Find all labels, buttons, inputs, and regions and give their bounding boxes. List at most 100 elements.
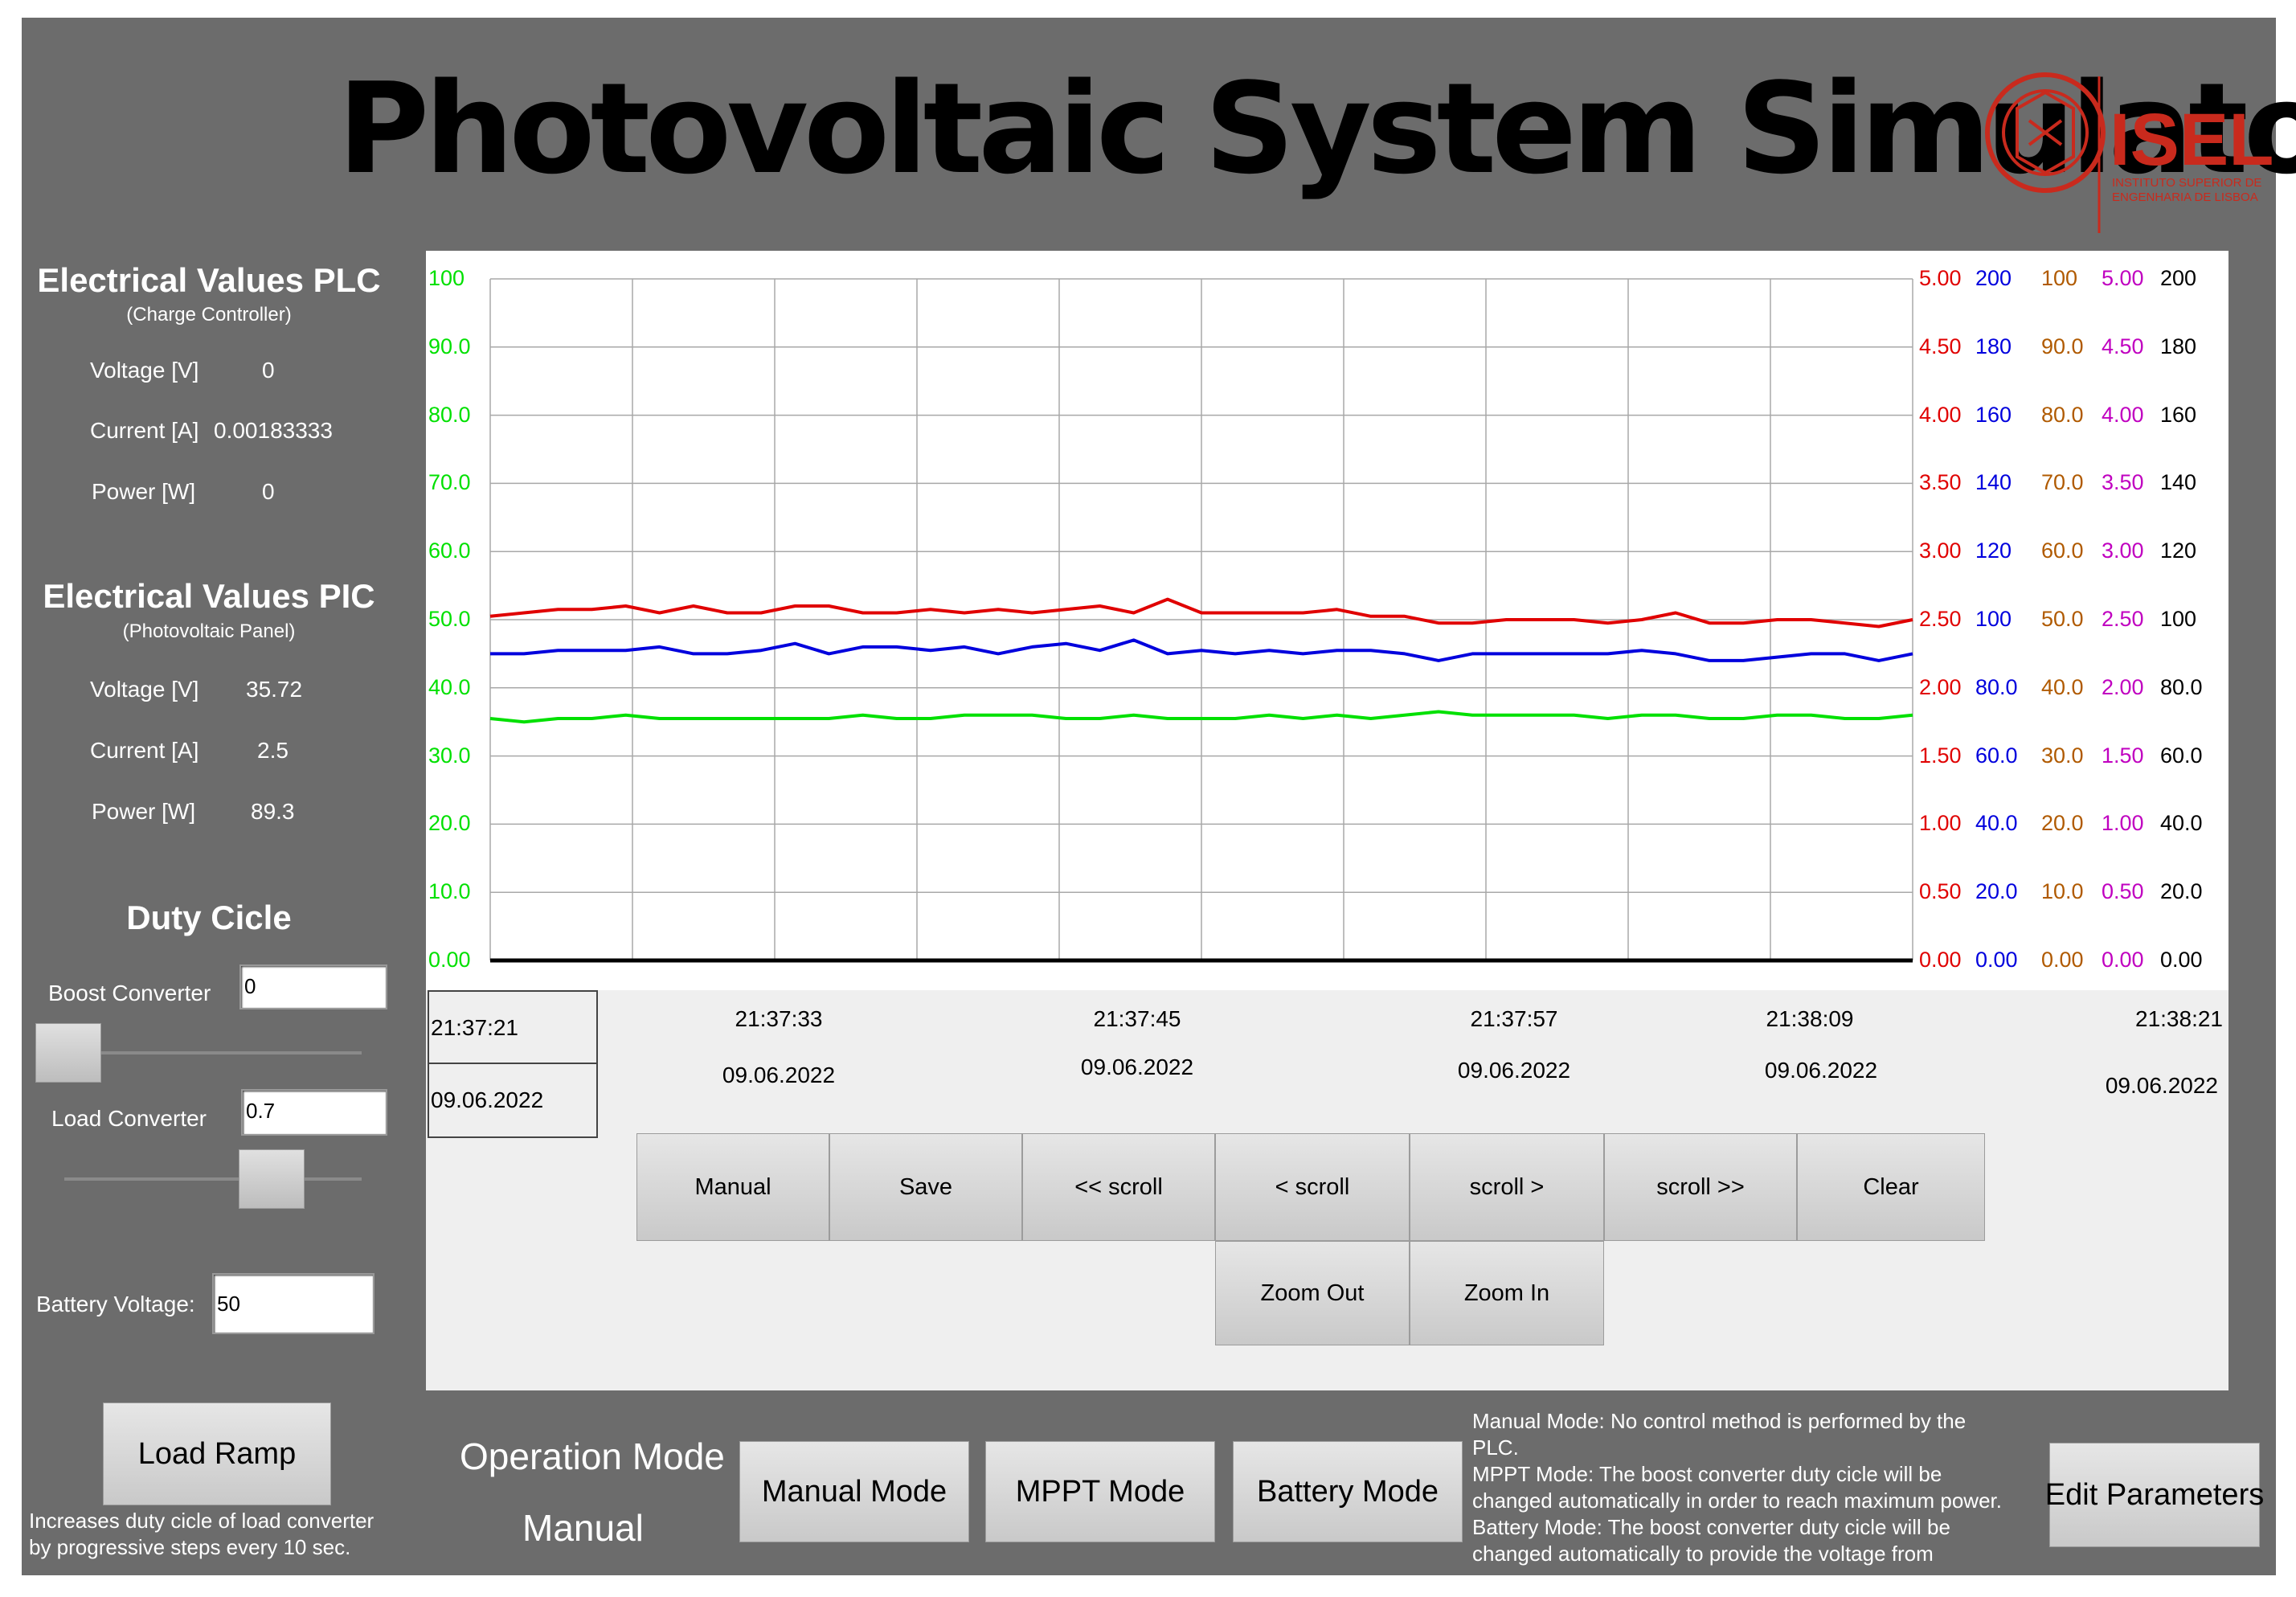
pic-voltage-label: Voltage [V] xyxy=(90,677,199,702)
chart-svg xyxy=(489,278,1913,963)
right-axis-tick-label: 160 xyxy=(1975,402,2012,427)
info-line: changed automatically to provide the vol… xyxy=(1472,1542,1934,1566)
right-axis-tick-label: 0.00 xyxy=(2102,948,2144,972)
time-start-box: 21:37:21 09.06.2022 xyxy=(428,990,598,1138)
boost-slider-thumb[interactable] xyxy=(35,1023,101,1083)
right-axis-tick-label: 20.0 xyxy=(2160,879,2203,904)
right-axis-tick-label: 0.00 xyxy=(1919,948,1962,972)
time-label-5: 21:38:21 xyxy=(2135,1006,2223,1031)
date-label-2: 09.06.2022 xyxy=(1080,1054,1194,1079)
right-axis-tick-label: 3.00 xyxy=(1919,538,1962,563)
boost-input[interactable]: 0 xyxy=(239,964,387,1009)
battery-mode-button[interactable]: Battery Mode xyxy=(1233,1441,1463,1542)
right-axis-tick-label: 160 xyxy=(2160,402,2197,427)
right-axis-tick-label: 80.0 xyxy=(2160,674,2203,699)
date-label-4: 09.06.2022 xyxy=(1764,1058,1878,1083)
left-axis: 100 90.0 80.0 70.0 60.0 50.0 40.0 30.0 20.0 10.0 0… xyxy=(428,251,501,990)
right-axis-tick-label: 40.0 xyxy=(2041,674,2084,699)
right-axis-tick-label: 60.0 xyxy=(2041,538,2084,563)
right-axis-tick-label: 4.00 xyxy=(1919,402,1962,427)
load-input[interactable]: 0.7 xyxy=(241,1089,387,1136)
right-axis-tick-label: 20.0 xyxy=(1975,879,2018,904)
info-line: MPPT Mode: The boost converter duty cicl… xyxy=(1472,1462,1942,1486)
right-axis-tick-label: 120 xyxy=(1975,538,2012,563)
plc-subtitle: (Charge Controller) xyxy=(126,304,292,326)
time-label-4: 21:38:09 xyxy=(1766,1006,1854,1031)
chart-manual-button[interactable]: Manual xyxy=(636,1133,829,1241)
right-axis-tick-label: 4.00 xyxy=(2102,402,2144,427)
scroll-far-right-button[interactable]: scroll >> xyxy=(1604,1133,1797,1241)
right-axis-tick-label: 50.0 xyxy=(2041,607,2084,631)
pic-power-value: 89.3 xyxy=(251,799,295,824)
right-axis-tick-label: 4.50 xyxy=(1919,334,1962,358)
right-axis-tick-label: 180 xyxy=(1975,334,2012,358)
chart-save-button[interactable]: Save xyxy=(829,1133,1022,1241)
scroll-left-button[interactable]: < scroll xyxy=(1215,1133,1410,1241)
left-axis-tick-label: 80.0 xyxy=(428,402,471,427)
right-axis-tick-label: 20.0 xyxy=(2041,811,2084,836)
pic-current-value: 2.5 xyxy=(257,738,289,763)
load-ramp-button[interactable]: Load Ramp xyxy=(103,1402,331,1505)
manual-mode-button[interactable]: Manual Mode xyxy=(739,1441,969,1542)
series-line-1 xyxy=(490,638,1913,662)
isel-logo-icon: ISEL INSTITUTO SUPERIOR DE ENGENHARIA DE… xyxy=(1985,72,2273,233)
info-line: Battery Mode: The boost converter duty c… xyxy=(1472,1515,1950,1539)
pic-power-label: Power [W] xyxy=(92,799,196,824)
right-axis-tick-label: 60.0 xyxy=(1975,743,2018,768)
right-axis-tick-label: 100 xyxy=(1975,607,2012,631)
load-slider-track[interactable] xyxy=(64,1177,362,1181)
right-axis-tick-label: 40.0 xyxy=(2160,811,2203,836)
right-axis-tick-label: 0.50 xyxy=(2102,879,2144,904)
svg-text:ENGENHARIA DE LISBOA: ENGENHARIA DE LISBOA xyxy=(2112,190,2258,204)
right-axis-tick-label: 5.00 xyxy=(2102,266,2144,290)
svg-text:ISEL: ISEL xyxy=(2110,99,2273,181)
right-axis-tick-label: 4.50 xyxy=(2102,334,2144,358)
right-axis-tick-label: 2.00 xyxy=(2102,674,2144,699)
zoom-in-button[interactable]: Zoom In xyxy=(1410,1241,1604,1345)
right-axis-tick-label: 180 xyxy=(2160,334,2197,358)
series-line-0 xyxy=(489,597,1913,629)
battery-voltage-input[interactable]: 50 xyxy=(212,1273,374,1334)
plc-power-value: 0 xyxy=(262,479,275,504)
isel-logo: ISEL INSTITUTO SUPERIOR DE ENGENHARIA DE… xyxy=(1977,44,2282,237)
right-axis-tick-label: 100 xyxy=(2160,607,2197,631)
left-axis-tick-label: 70.0 xyxy=(428,470,471,495)
load-label: Load Converter xyxy=(51,1106,207,1131)
right-axes: 5.00 4.50 4.00 3.50 3.00 2.50 2.00 1.50 1.00 0.50… xyxy=(1913,251,2218,990)
edit-parameters-button[interactable]: Edit Parameters xyxy=(2045,1443,2264,1547)
time-label-1: 21:37:33 xyxy=(735,1006,823,1031)
right-axis-tick-label: 2.50 xyxy=(1919,607,1962,631)
right-axis-tick-label: 120 xyxy=(2160,538,2197,563)
mppt-mode-button[interactable]: MPPT Mode xyxy=(985,1441,1215,1542)
boost-slider-track[interactable] xyxy=(64,1051,362,1054)
chart-clear-button[interactable]: Clear xyxy=(1797,1133,1985,1241)
right-axis-tick-label: 90.0 xyxy=(2041,334,2084,358)
plc-voltage-value: 0 xyxy=(262,358,275,383)
left-axis-tick-label: 40.0 xyxy=(428,674,471,699)
plc-power-label: Power [W] xyxy=(92,479,196,504)
start-time: 21:37:21 xyxy=(429,992,596,1064)
right-axis-tick-label: 2.00 xyxy=(1919,674,1962,699)
scroll-far-left-button[interactable]: << scroll xyxy=(1022,1133,1215,1241)
scroll-right-button[interactable]: scroll > xyxy=(1410,1133,1604,1241)
pic-title: Electrical Values PIC xyxy=(43,577,375,615)
right-axis-tick-label: 5.00 xyxy=(1919,266,1962,290)
right-axis-tick-label: 200 xyxy=(1975,266,2012,290)
date-label-5: 09.06.2022 xyxy=(2105,1073,2218,1098)
right-axis-tick-label: 30.0 xyxy=(2041,743,2084,768)
left-axis-tick-label: 10.0 xyxy=(428,879,471,904)
load-slider-thumb[interactable] xyxy=(238,1149,305,1209)
right-axis-tick-label: 1.00 xyxy=(1919,811,1962,836)
pic-current-label: Current [A] xyxy=(90,738,199,763)
right-axis-tick-label: 140 xyxy=(1975,470,2012,495)
duty-title: Duty Cicle xyxy=(126,899,292,936)
left-axis-tick-label: 0.00 xyxy=(428,948,471,972)
right-axis-tick-label: 80.0 xyxy=(1975,674,2018,699)
left-axis-tick-label: 90.0 xyxy=(428,334,471,358)
plc-current-label: Current [A] xyxy=(90,418,199,443)
zoom-out-button[interactable]: Zoom Out xyxy=(1215,1241,1410,1345)
right-axis-tick-label: 100 xyxy=(2041,266,2078,290)
left-axis-tick-label: 100 xyxy=(428,266,465,290)
left-axis-tick-label: 30.0 xyxy=(428,743,471,768)
time-label-3: 21:37:57 xyxy=(1470,1006,1558,1031)
